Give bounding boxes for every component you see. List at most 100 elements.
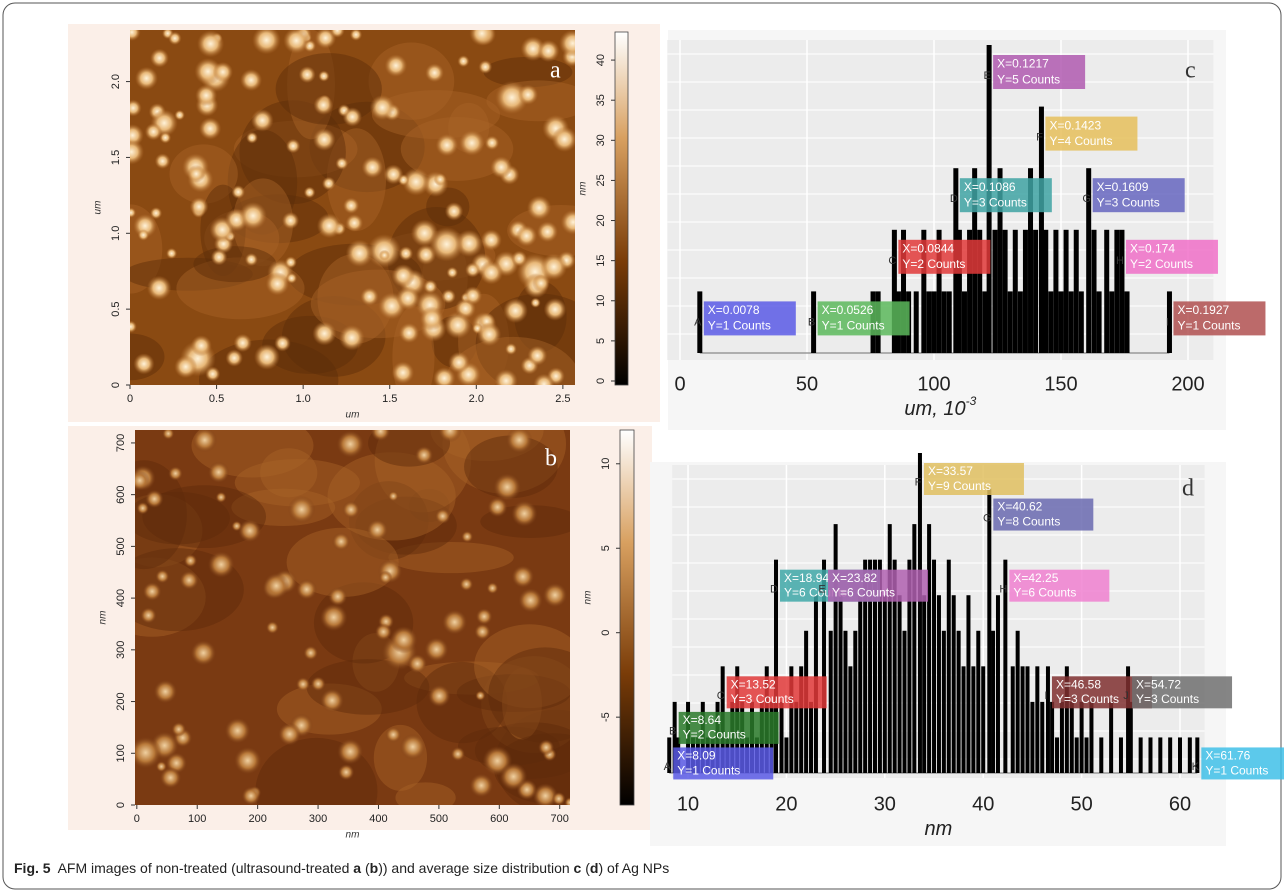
annotation-letter: B — [808, 316, 815, 328]
particle — [441, 289, 456, 304]
particle — [384, 54, 408, 77]
afm-shade — [488, 647, 570, 743]
annotation-x: X=0.1217 — [997, 57, 1049, 71]
histogram-bar — [1078, 291, 1084, 353]
histogram-bar — [794, 701, 799, 773]
particle — [537, 39, 560, 63]
particle — [361, 156, 384, 179]
histogram-bar — [956, 229, 962, 353]
particle — [146, 275, 172, 301]
x-tick-label: 700 — [551, 813, 569, 825]
histogram-bar — [809, 701, 814, 773]
particle — [174, 355, 198, 379]
colorbar-tick-label: 15 — [595, 255, 607, 267]
y-tick-label: 1.5 — [110, 150, 122, 165]
particle — [518, 588, 543, 613]
particle — [162, 430, 175, 440]
colorbar-tick-label: 5 — [595, 338, 607, 344]
annotation-box — [993, 55, 1086, 89]
annotation-box — [1132, 676, 1233, 709]
annotation-y: Y=1 Counts — [677, 763, 740, 777]
particle — [144, 123, 163, 141]
annotation-box — [1125, 239, 1218, 274]
particle — [551, 126, 575, 153]
afm-shade — [371, 90, 501, 139]
particle — [434, 508, 451, 524]
histogram-bar — [1118, 737, 1123, 773]
histogram-bar — [697, 291, 703, 353]
particle — [370, 430, 391, 442]
x-axis-label-text: um, 10 — [904, 398, 965, 420]
x-axis-label-sup: -3 — [966, 394, 977, 408]
histogram-bar — [799, 666, 804, 773]
annotation-letter: J — [1123, 690, 1129, 702]
histogram-bar — [1069, 701, 1074, 773]
histogram-bar — [951, 595, 956, 773]
histogram-bar — [981, 666, 986, 773]
x-axis-label: um — [346, 410, 360, 421]
particle — [298, 66, 316, 84]
annotation-x: X=42.25 — [1013, 571, 1058, 585]
histogram-bar — [1045, 666, 1050, 773]
histogram-bar — [1038, 106, 1044, 353]
histogram-bar — [927, 524, 932, 773]
histogram-bar — [1187, 737, 1192, 773]
particle — [240, 69, 263, 92]
histogram-bar — [1178, 737, 1183, 773]
particle — [238, 519, 262, 543]
particle — [532, 274, 550, 293]
particle — [369, 94, 395, 121]
x-tick-label: 50 — [1070, 793, 1092, 815]
particle — [480, 229, 502, 251]
histogram-bar — [1109, 291, 1115, 353]
particle — [366, 519, 389, 541]
particle — [241, 786, 261, 805]
histogram-bar — [1124, 291, 1130, 353]
particle — [320, 688, 345, 713]
histogram-bar — [863, 559, 868, 773]
particle — [429, 226, 464, 262]
histogram-bar — [1063, 229, 1069, 353]
annotation-letter: G — [983, 512, 992, 524]
colorbar-label: nm — [583, 591, 594, 605]
afm-shade — [442, 430, 567, 494]
annotation-box — [1092, 178, 1185, 213]
histogram-bar — [892, 559, 897, 773]
particle — [542, 582, 568, 608]
histogram-bar — [1119, 229, 1125, 353]
histogram-bar — [868, 559, 873, 773]
afm-shade — [286, 527, 399, 597]
histogram-bar — [887, 524, 892, 773]
annotation-x: X=0.1423 — [1049, 118, 1101, 132]
particle — [263, 572, 290, 599]
particle — [343, 197, 360, 214]
afm-shade — [374, 430, 472, 513]
histogram-bar — [977, 229, 983, 353]
particle — [385, 726, 402, 743]
particle — [310, 676, 326, 692]
histogram-bar — [1015, 630, 1020, 773]
annotation-x: X=8.64 — [683, 713, 722, 727]
caption-text: d — [589, 860, 599, 876]
histogram-bar — [976, 630, 981, 773]
annotation-letter: H — [1116, 255, 1124, 267]
histogram-bar — [932, 559, 937, 773]
particle — [197, 30, 225, 58]
annotation-box — [678, 711, 779, 744]
particle — [505, 343, 517, 355]
colorbar-label: nm — [578, 182, 589, 196]
caption-text: a — [353, 860, 362, 876]
histogram-bar — [926, 291, 932, 353]
particle — [212, 61, 234, 83]
histogram-bar — [811, 291, 817, 353]
histogram-bar — [995, 595, 1000, 773]
histogram-bar — [1096, 291, 1102, 353]
particle — [312, 321, 337, 346]
particle — [424, 637, 449, 662]
histogram-bar — [843, 630, 848, 773]
histogram-bar — [1091, 229, 1097, 353]
particle — [558, 30, 575, 57]
histogram-bar — [1059, 701, 1064, 773]
